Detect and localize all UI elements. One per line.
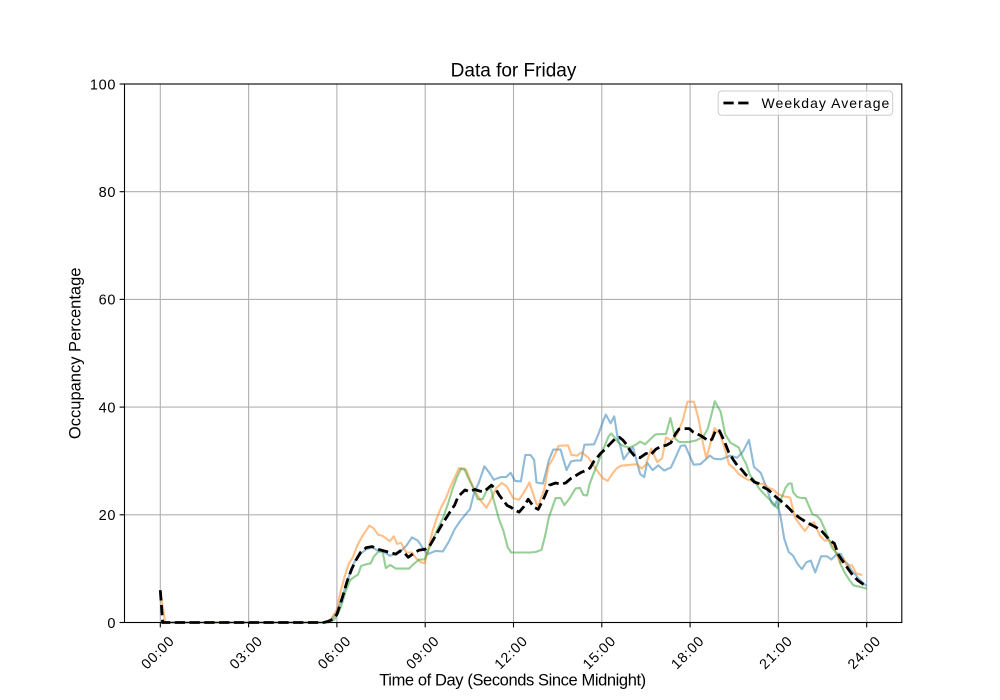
svg-text:20: 20 <box>99 508 117 524</box>
svg-text:Data for Friday: Data for Friday <box>451 60 577 81</box>
svg-text:Occupancy Percentage: Occupancy Percentage <box>67 268 85 440</box>
svg-text:Weekday Average: Weekday Average <box>762 95 891 111</box>
svg-text:Time of Day (Seconds Since Mid: Time of Day (Seconds Since Midnight) <box>379 672 646 690</box>
svg-text:100: 100 <box>90 77 116 93</box>
svg-text:0: 0 <box>107 616 116 632</box>
svg-text:60: 60 <box>99 293 117 309</box>
svg-text:80: 80 <box>99 185 117 201</box>
svg-text:40: 40 <box>99 400 117 416</box>
